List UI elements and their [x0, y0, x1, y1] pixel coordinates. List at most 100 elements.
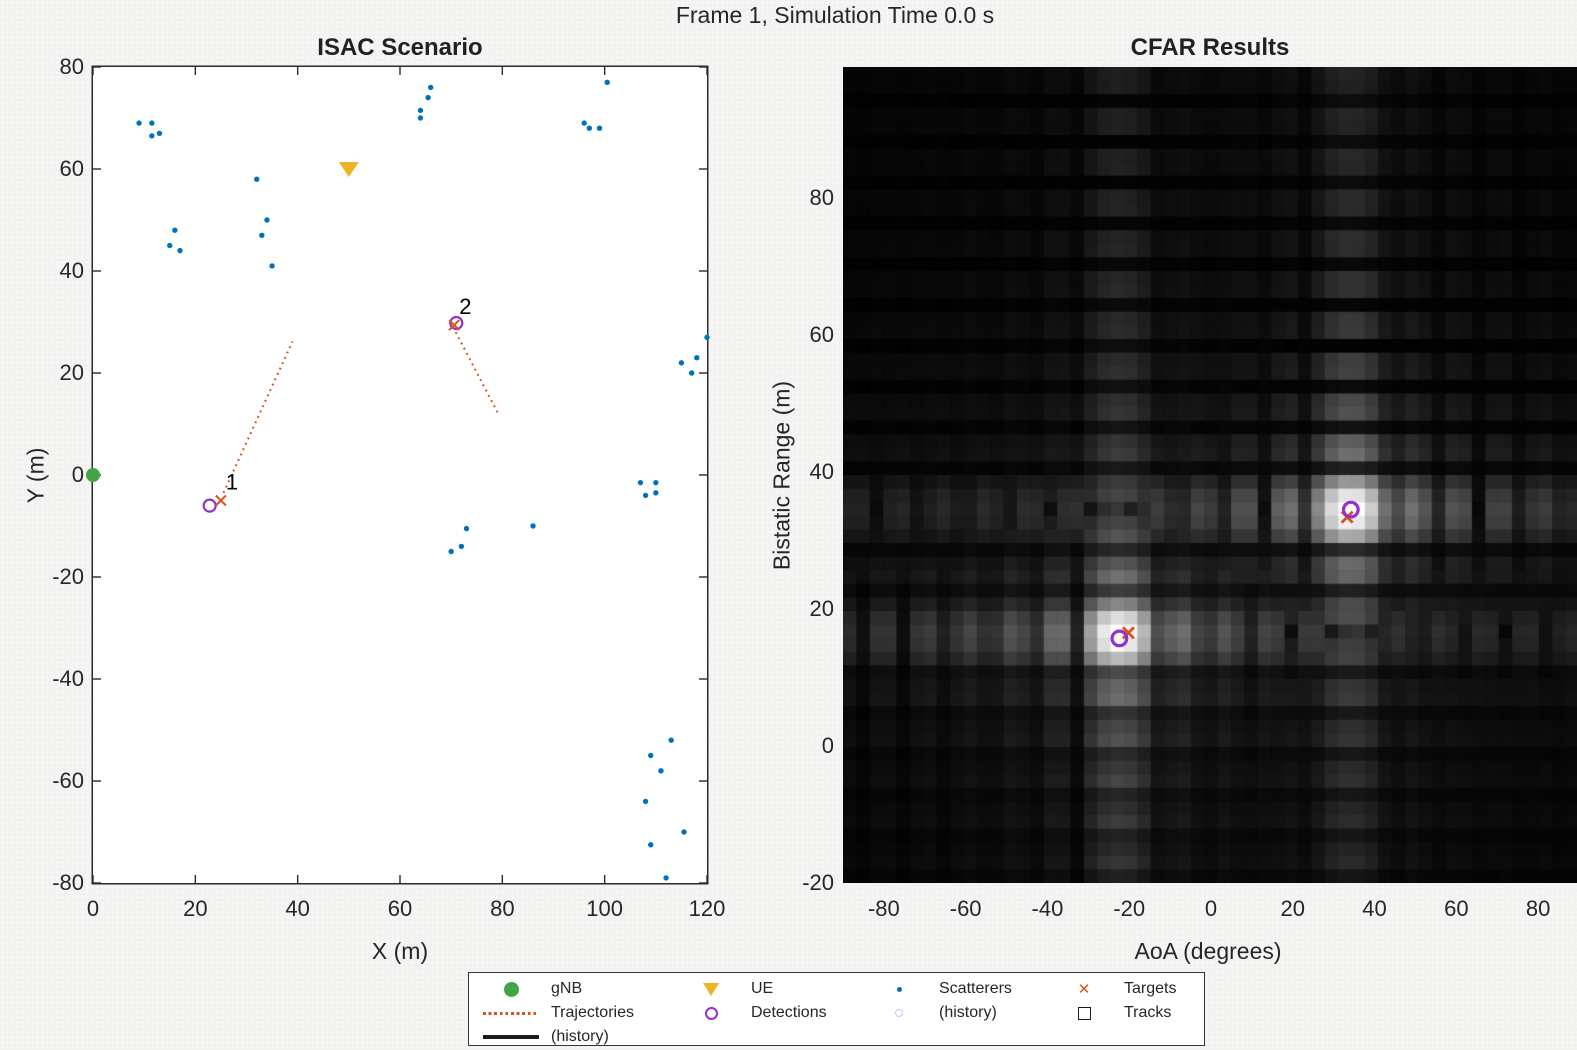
cfar-y-tick-label: 40: [809, 458, 834, 484]
cfar-x-axis-label: AoA (degrees): [1134, 938, 1282, 964]
scatterer-dot: [167, 242, 173, 249]
scatterer-dot: [653, 479, 659, 486]
scatterer-dot: [156, 130, 163, 136]
target-marker: [448, 319, 460, 331]
cfar-y-tick-label: 0: [821, 732, 834, 758]
cfar-x-tick-label: -40: [1031, 896, 1064, 921]
cfar-y-tick-label: 20: [809, 595, 834, 621]
scatterer-dot: [254, 176, 260, 182]
legend-item-track-history: (history): [478, 1025, 609, 1049]
legend-label: Detections: [751, 1004, 827, 1021]
cfar-x-tick-label: -20: [1113, 896, 1146, 921]
scatterer-dot: [136, 120, 142, 126]
legend-item-detection-history: (history): [866, 1001, 997, 1025]
legend-label: Targets: [1124, 980, 1177, 997]
legend-item-gnb: gNB: [478, 977, 582, 1001]
scatterer-dot: [172, 227, 178, 233]
scatterer-dot: [149, 133, 155, 139]
scatterer-dot: [648, 842, 654, 848]
scatterer-dot: [177, 247, 183, 254]
legend-box: gNB Trajectories (history) UE Detections…: [468, 972, 1205, 1046]
scatterer-dot: [596, 125, 603, 131]
scatterer-dot: [663, 875, 669, 881]
legend-item-targets: Targets: [1051, 977, 1176, 1001]
detection-history-circle-icon: [895, 1009, 903, 1017]
scatterer-dot: [417, 107, 424, 114]
scatterer-dot: [428, 84, 434, 91]
target-marker: [215, 494, 227, 507]
isac-y-tick-label: -20: [52, 564, 84, 589]
legend-label: Trajectories: [551, 1004, 634, 1021]
isac-x-tick-label: 60: [387, 896, 413, 921]
cfar-x-tick-label: 0: [1204, 896, 1218, 921]
target-x-icon: [1078, 982, 1091, 997]
scatterer-dot: [678, 360, 685, 366]
trajectory-line: [222, 340, 294, 494]
scatterer-dot: [688, 370, 695, 376]
cfar-x-tick-label: 40: [1362, 896, 1387, 921]
cfar-y-tick-label: -20: [802, 870, 834, 895]
isac-y-tick-label: -40: [52, 666, 84, 691]
ue-marker: [338, 162, 359, 177]
legend-item-trajectories: Trajectories: [478, 1001, 634, 1025]
legend-label: Scatterers: [939, 980, 1012, 997]
cfar-results-plot: [843, 67, 1577, 883]
cfar-detection-marker: [1110, 629, 1129, 648]
isac-x-axis-label: X (m): [371, 938, 429, 964]
cfar-y-tick-label: 80: [809, 184, 834, 210]
scatterer-dot: [658, 768, 664, 774]
isac-y-tick-label: -60: [52, 768, 84, 793]
isac-y-axis-label: Y (m): [22, 447, 49, 504]
cfar-y-tick-label: 60: [809, 321, 834, 347]
scatterer-dot: [264, 217, 270, 223]
figure-title: Frame 1, Simulation Time 0.0 s: [675, 2, 995, 28]
scatterer-dot: [642, 492, 649, 499]
isac-y-tick-label: -80: [52, 870, 84, 895]
cfar-x-tick-label: -80: [867, 896, 900, 921]
scatterer-dot-icon: [896, 986, 902, 992]
scatterer-dot: [694, 355, 700, 361]
legend-item-tracks: Tracks: [1051, 1001, 1171, 1025]
scatterer-dot: [269, 263, 275, 269]
cfar-plot-title: CFAR Results: [1130, 34, 1290, 61]
isac-plot-canvas: 12: [86, 66, 710, 884]
isac-x-tick-label: 80: [490, 896, 515, 921]
scatterer-dot: [653, 490, 659, 496]
scatterer-dot: [149, 120, 155, 126]
legend-label: (history): [939, 1004, 997, 1021]
isac-y-tick-label: 60: [59, 156, 84, 181]
cfar-detection-marker: [1341, 500, 1360, 519]
scatterer-dot: [458, 543, 465, 550]
isac-x-tick-label: 100: [586, 896, 624, 921]
legend-label: (history): [551, 1028, 609, 1045]
detection-circle-icon: [704, 1006, 718, 1020]
target-label: 2: [459, 294, 471, 319]
scatterer-dot: [668, 737, 674, 743]
legend-label: gNB: [551, 980, 583, 997]
scatterer-dot: [448, 548, 454, 555]
legend-item-detections: Detections: [678, 1001, 827, 1025]
cfar-marker-overlay: [1110, 500, 1360, 648]
history-line-icon: [483, 1035, 539, 1039]
legend-label: Tracks: [1124, 1004, 1172, 1021]
cfar-x-tick-label: 80: [1525, 896, 1551, 921]
isac-y-tick-label: 20: [59, 360, 84, 385]
isac-x-tick-label: 0: [86, 896, 100, 921]
legend-item-ue: UE: [678, 977, 773, 1001]
trajectory-line: [454, 331, 500, 415]
scatterer-dot: [530, 523, 536, 529]
scatterer-dot: [581, 120, 587, 126]
gnb-marker-icon: [503, 981, 519, 997]
scatterer-dot: [604, 79, 610, 85]
legend-item-scatterers: Scatterers: [866, 977, 1012, 1001]
detection-marker: [202, 498, 217, 513]
legend-label: UE: [751, 980, 774, 997]
cfar-x-tick-label: 20: [1280, 896, 1305, 921]
scatterer-dot: [637, 479, 644, 486]
isac-x-tick-label: 20: [183, 896, 208, 921]
scatterer-dot: [417, 115, 424, 121]
track-square-icon: [1077, 1006, 1091, 1020]
scatterer-dot: [648, 752, 654, 759]
